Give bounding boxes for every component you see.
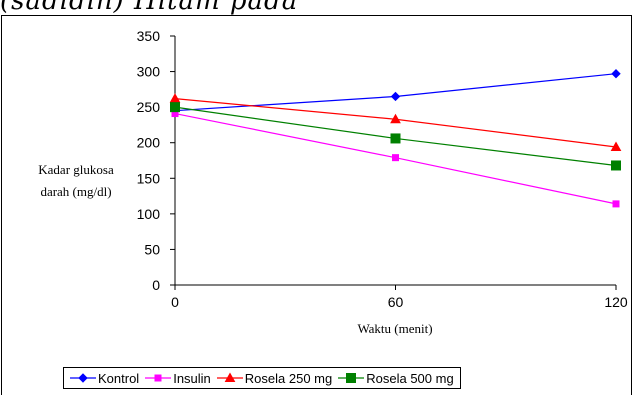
legend-swatch-marker bbox=[78, 373, 88, 383]
data-point bbox=[612, 200, 620, 208]
legend-swatch bbox=[70, 373, 96, 383]
frame-border-top bbox=[1, 15, 632, 16]
series-1 bbox=[171, 110, 620, 208]
y-axis-label-line-1: Kadar glukosa bbox=[38, 162, 114, 177]
legend-swatch-marker bbox=[224, 372, 236, 382]
data-point bbox=[170, 102, 180, 113]
legend-label: Kontrol bbox=[98, 370, 140, 386]
x-axis-label: Waktu (menit) bbox=[357, 321, 432, 336]
series-0 bbox=[170, 68, 621, 116]
legend-swatch bbox=[216, 372, 243, 382]
frame-border-right bbox=[631, 15, 632, 395]
data-point bbox=[169, 93, 181, 103]
axes: 0 50 100 150 200 250 300 350 0 60 120 bbox=[137, 28, 628, 310]
x-tick-label: 120 bbox=[604, 294, 628, 310]
series-2 bbox=[169, 93, 622, 151]
y-tick-label: 0 bbox=[152, 277, 160, 293]
legend-item: Rosela 250 mg bbox=[216, 370, 333, 386]
legend-swatch-marker bbox=[346, 373, 357, 383]
y-tick-label: 250 bbox=[137, 99, 161, 115]
frame-border-left bbox=[1, 15, 2, 395]
legend-swatch bbox=[145, 374, 172, 382]
legend-swatch-marker bbox=[154, 374, 162, 382]
data-point bbox=[610, 141, 622, 151]
data-point bbox=[392, 154, 399, 162]
legend-item: Insulin bbox=[145, 371, 211, 386]
legend-label: Insulin bbox=[173, 370, 211, 386]
series-3 bbox=[170, 102, 621, 171]
y-tick-label: 350 bbox=[137, 28, 161, 44]
cropped-text-fragment: (sadidin) Hitam pada bbox=[0, 0, 299, 16]
legend-swatch bbox=[338, 373, 365, 383]
x-tick-label: 0 bbox=[171, 294, 179, 310]
y-tick-label: 50 bbox=[144, 241, 160, 257]
legend-item: Kontrol bbox=[70, 371, 139, 386]
y-tick-label: 300 bbox=[137, 64, 161, 80]
y-tick-label: 200 bbox=[137, 135, 161, 151]
legend-label: Rosela 250 mg bbox=[244, 370, 333, 386]
data-point bbox=[390, 133, 401, 144]
data-point bbox=[611, 68, 621, 79]
data-point bbox=[390, 91, 401, 102]
legend: Kontrol Insulin Rosela 250 mg Rosela 500 mg bbox=[63, 367, 461, 389]
series-group bbox=[169, 68, 622, 208]
y-axis-label-line-2: darah (mg/dl) bbox=[40, 184, 111, 199]
y-axis-label: Kadar glukosa darah (mg/dl) bbox=[38, 162, 114, 199]
data-point bbox=[390, 113, 401, 124]
y-tick-label: 150 bbox=[137, 170, 161, 186]
legend-label: Rosela 500 mg bbox=[366, 370, 454, 386]
x-tick-label: 60 bbox=[388, 294, 404, 310]
y-tick-label: 100 bbox=[137, 206, 161, 222]
legend-item: Rosela 500 mg bbox=[338, 370, 454, 386]
data-point bbox=[611, 160, 621, 171]
